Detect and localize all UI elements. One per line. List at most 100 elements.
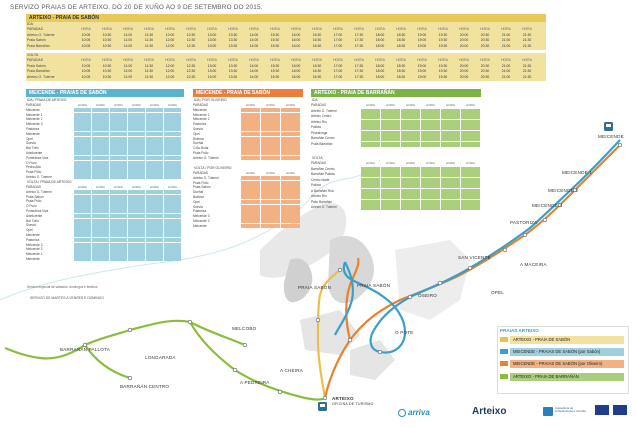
map-label-san-vicente: SAN VICENTE [458,255,491,260]
time-cell: 13:00 [207,43,217,48]
time-cell: 10:05 [81,32,91,37]
time-cell: 18:00 [375,74,385,79]
time-cell [74,223,91,228]
time-cell [92,131,109,137]
time-cell [92,209,109,214]
stop-label: Pedra Alta [26,165,41,170]
time-cell [128,112,145,117]
time-cell [92,175,109,180]
time-cell [128,223,145,228]
time-cell [92,213,109,219]
hora-header-cell: HORA [241,171,260,176]
time-cell [146,199,163,204]
stop-label: Meicende 3 [193,214,210,219]
time-column-header: HORA [375,27,385,31]
time-cell [281,112,300,117]
time-cell [381,199,400,205]
stop-label: O Bo Bolar [193,146,209,151]
arteixo-logo: Arteixo [472,406,507,417]
time-cell [110,189,127,195]
time-cell [421,183,440,189]
hora-header-cell: HORA [110,185,127,190]
time-cell [241,127,260,132]
time-cell: 20:00 [459,63,469,68]
time-cell [401,119,420,125]
time-cell: 15:30 [270,63,280,68]
time-cell [92,117,109,122]
map-label-praia-barranan: PRAIA SABÓN [298,285,332,290]
time-cell [92,252,109,257]
time-cell [164,131,181,137]
time-cell [74,131,91,137]
hora-header-cell: HORA [461,103,480,109]
time-cell: 12:30 [186,43,196,48]
time-cell: 13:30 [228,74,238,79]
time-cell: 19:30 [438,38,448,42]
time-cell [164,146,181,151]
time-cell [164,189,181,195]
barranan-table-header: ARTEIXO - PRAIA DE BARRAÑÁN [311,89,481,97]
time-cell [92,122,109,127]
time-cell [74,257,91,262]
time-cell [164,223,181,228]
stop-label: Arteixo Río [311,119,327,124]
time-cell: 18:30 [396,74,406,79]
time-cell [128,141,145,146]
time-column-header: HORA [228,27,238,31]
stop-label: Meicende 1 [26,112,43,117]
time-cell [461,119,480,125]
time-cell [74,151,91,156]
hora-header-cell: HORA [361,161,380,167]
time-cell [110,141,127,146]
time-cell [401,194,420,200]
time-cell: 18:00 [375,43,385,48]
time-cell [92,127,109,132]
time-cell [164,136,181,141]
meicende-table-header: MEICENDE - PRAIAS DE SABÓN [26,89,184,97]
hora-header-cell: HORA [128,185,145,190]
time-cell [74,204,91,209]
time-cell [164,228,181,233]
time-cell [164,233,181,238]
time-cell: 12:30 [186,63,196,68]
time-cell: 15:30 [270,38,280,42]
time-cell [110,112,127,117]
legend-swatch-orange [500,361,508,366]
time-cell [261,219,280,224]
time-cell [441,177,460,183]
time-cell [261,155,280,161]
time-cell [164,151,181,156]
meicende-note: Servizo especial de sábados, domingos e … [27,285,98,289]
time-cell: 13:30 [228,43,238,48]
stop-label: Meicende 3 [26,242,43,247]
time-cell [110,247,127,252]
time-cell: 17:00 [333,38,343,42]
time-cell [146,107,163,113]
time-cell [461,108,480,114]
time-cell [441,141,460,147]
time-cell [74,242,91,247]
time-cell: 18:00 [375,32,385,37]
time-cell [92,107,109,113]
time-cell [281,141,300,146]
time-cell: 15:30 [270,69,280,73]
time-cell [92,170,109,175]
time-cell: 12:00 [165,38,175,42]
stop-label: Praia Barrañán [311,141,333,146]
stop-label: Meicende [26,107,40,112]
time-cell [110,170,127,175]
stop-label: Centro Idade [311,177,330,182]
time-cell: 13:30 [228,63,238,68]
stop-label: PARADAS [26,103,41,107]
stop-label: Dueñal [193,190,204,195]
stop-label: Arteixo Río [311,194,327,198]
stop-label: PARADAS [311,103,326,107]
stop-label: Pedralonga [311,130,328,135]
time-column-header: HORA [312,58,322,62]
time-cell [92,233,109,238]
legend-item-arteixo-barranan: ARTEIXO - PRAIA DE BARRAÑÁN [510,373,624,381]
time-cell [92,237,109,243]
time-cell [110,194,127,199]
time-cell: 10:05 [81,69,91,73]
stop-label: Bar Trelo [26,146,39,151]
